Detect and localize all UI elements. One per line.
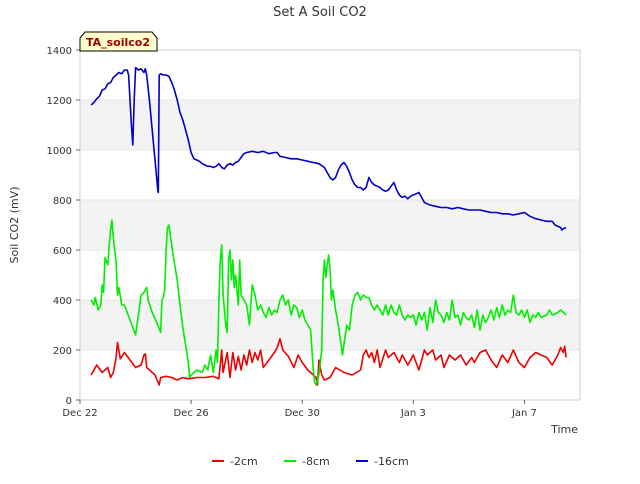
band-0 (80, 300, 580, 350)
y-tick-label-1000: 1000 (47, 146, 72, 157)
y-tick-label-0: 0 (66, 396, 72, 407)
legend-label-1: -8cm (302, 455, 330, 468)
y-axis-label: Soil CO2 (mV) (8, 187, 21, 264)
y-tick-label-200: 200 (53, 346, 72, 357)
legend-item-0: -2cm (212, 455, 258, 468)
x-tick-label-3: Jan 3 (400, 408, 426, 419)
legend-label-0: -2cm (230, 455, 258, 468)
x-axis-ticks: Dec 22 Dec 26 Dec 30 Jan 3 Jan 7 (62, 400, 537, 419)
band-1 (80, 200, 580, 250)
y-tick-label-400: 400 (53, 296, 72, 307)
legend: -2cm -8cm -16cm (212, 455, 409, 468)
y-tick-label-1400: 1400 (47, 46, 72, 57)
annotation-box: TA_soilco2 (79, 31, 158, 52)
y-tick-label-1200: 1200 (47, 96, 72, 107)
series-lines (90, 66, 567, 386)
plot-frame (79, 49, 581, 401)
series-line-8cmcm (90, 219, 567, 386)
legend-label-2: -16cm (374, 455, 409, 468)
legend-item-1: -8cm (284, 455, 330, 468)
series-line-16cmcm (90, 66, 567, 231)
x-axis-label: Time (550, 423, 578, 436)
legend-item-2: -16cm (356, 455, 409, 468)
annotation-box-shape (79, 31, 158, 52)
chart-title: Set A Soil CO2 (273, 5, 367, 20)
y-tick-label-600: 600 (53, 246, 72, 257)
x-tick-label-0: Dec 22 (62, 408, 97, 419)
x-tick-label-2: Dec 30 (285, 408, 320, 419)
x-tick-label-1: Dec 26 (173, 408, 208, 419)
y-axis-ticks: 0 200 400 600 800 1000 1200 1400 (47, 46, 80, 407)
annotation-label: TA_soilco2 (86, 36, 150, 49)
series-line-2cmcm (90, 338, 567, 386)
y-tick-label-800: 800 (53, 196, 72, 207)
band-2 (80, 100, 580, 150)
x-tick-label-4: Jan 7 (511, 408, 537, 419)
